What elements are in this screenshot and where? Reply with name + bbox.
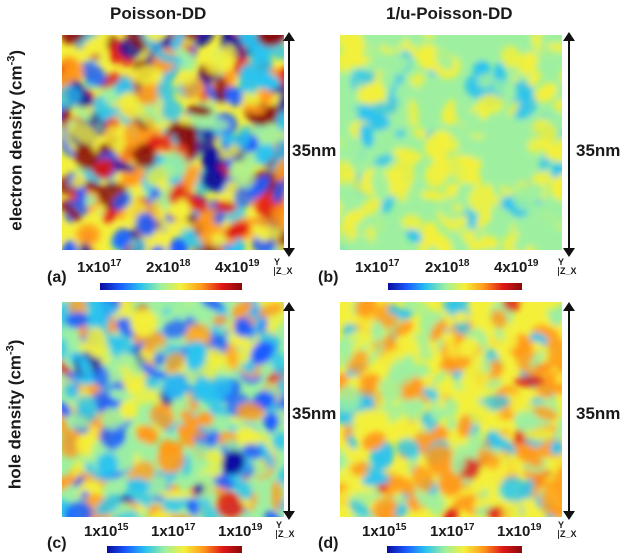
colorbar-tick-b-min: 1x1017	[355, 258, 400, 276]
row-label-electron-density: electron density (cm-3)	[5, 49, 26, 231]
scale-bar-d	[559, 302, 579, 520]
density-map-b	[340, 35, 562, 250]
colorbar-tick-c-max: 1x1019	[218, 522, 263, 540]
panel-label-c: (c)	[47, 535, 67, 552]
colorbar-tick-d-mid: 1x1017	[430, 522, 475, 540]
scale-bar-b	[559, 32, 579, 257]
axis-triad-a: Y Z_X	[274, 257, 293, 276]
panel-label-d: (d)	[318, 535, 339, 552]
axis-triad-b: Y Z_X	[558, 257, 577, 276]
colorbar-tick-a-mid: 2x1018	[146, 258, 191, 276]
scale-bar-c	[279, 302, 299, 520]
colorbar-tick-c-mid: 1x1017	[151, 522, 196, 540]
colorbar-b	[388, 283, 522, 290]
colorbar-tick-d-max: 1x1019	[497, 522, 542, 540]
axis-triad-d: Y Z_X	[558, 520, 577, 539]
colorbar-d	[387, 546, 522, 553]
colorbar-a	[100, 283, 242, 290]
colorbar-tick-b-max: 4x1019	[494, 258, 539, 276]
colorbar-tick-c-min: 1x1015	[84, 522, 129, 540]
colorbar-c	[107, 546, 242, 553]
row-label-hole-density: hole density (cm-3)	[4, 339, 25, 490]
panel-label-a: (a)	[47, 269, 67, 286]
scale-label-a: 35nm	[292, 141, 337, 160]
column-title-1u-poisson-dd: 1/u-Poisson-DD	[386, 4, 513, 23]
density-map-d	[340, 302, 562, 517]
density-map-c	[62, 302, 284, 517]
column-title-poisson-dd: Poisson-DD	[110, 4, 207, 23]
colorbar-tick-d-min: 1x1015	[362, 522, 407, 540]
colorbar-tick-a-max: 4x1019	[215, 258, 260, 276]
panel-label-b: (b)	[318, 269, 339, 286]
density-map-a	[62, 35, 284, 250]
scale-label-d: 35nm	[576, 404, 621, 423]
axis-triad-c: Y Z_X	[276, 520, 295, 539]
colorbar-tick-b-mid: 2x1018	[425, 258, 470, 276]
colorbar-tick-a-min: 1x1017	[77, 258, 122, 276]
scale-label-b: 35nm	[576, 141, 621, 160]
scale-label-c: 35nm	[292, 404, 337, 423]
scale-bar-a	[279, 32, 299, 257]
